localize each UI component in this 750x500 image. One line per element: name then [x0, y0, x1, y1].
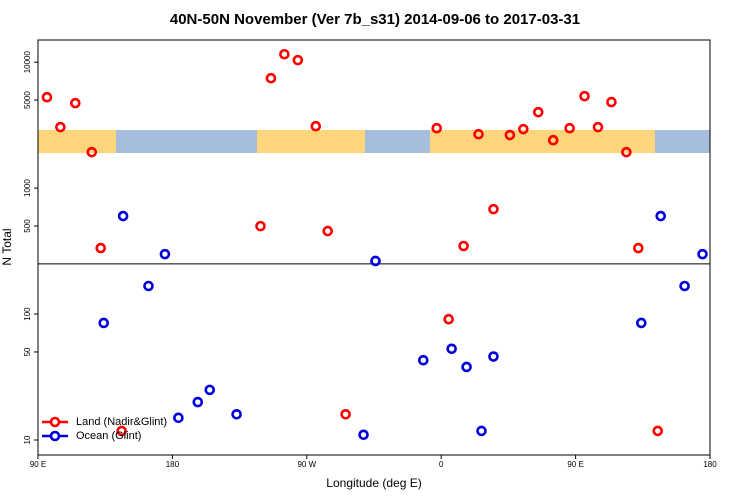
point — [697, 248, 708, 260]
point — [322, 225, 334, 237]
point — [255, 220, 266, 232]
plot-frame — [37, 39, 711, 456]
point — [95, 242, 107, 254]
point — [310, 120, 322, 132]
point — [547, 134, 559, 146]
point — [204, 384, 216, 396]
point — [473, 128, 484, 140]
x-tick-label: 90 W — [297, 460, 316, 469]
point — [431, 122, 443, 134]
x-tick-label: 90 E — [30, 460, 46, 469]
legend-marker — [49, 416, 61, 428]
y-tick-label: 10 — [23, 435, 32, 444]
point — [279, 48, 290, 60]
point — [292, 54, 304, 66]
point — [488, 203, 499, 215]
point — [55, 121, 66, 133]
point — [488, 351, 499, 362]
point — [606, 96, 617, 108]
point — [458, 240, 469, 252]
chart-title: 40N-50N November (Ver 7b_s31) 2014-09-06… — [170, 11, 580, 28]
x-axis-label: Longitude (deg E) — [326, 476, 421, 490]
point — [461, 361, 472, 373]
point — [652, 425, 664, 437]
y-tick-label: 100 — [23, 307, 32, 321]
y-axis-label: N Total — [0, 228, 14, 265]
point — [41, 91, 53, 103]
point — [159, 248, 171, 260]
point — [518, 123, 529, 135]
point — [417, 354, 429, 366]
point — [117, 210, 129, 222]
point — [143, 280, 154, 292]
point — [621, 146, 632, 158]
legend-marker — [49, 430, 61, 442]
point — [532, 106, 544, 118]
point — [116, 425, 127, 437]
y-tick-label: 1000 — [23, 179, 32, 197]
point — [231, 408, 242, 420]
point — [340, 408, 351, 420]
point — [679, 280, 690, 292]
point — [476, 425, 487, 437]
y-tick-label: 5000 — [23, 91, 32, 109]
point — [564, 122, 575, 134]
point — [265, 72, 277, 84]
point — [655, 210, 667, 222]
point — [579, 90, 590, 102]
point — [504, 129, 516, 141]
legend-label: Ocean (Glint) — [76, 430, 141, 442]
point — [443, 313, 454, 325]
x-tick-label: 0 — [439, 460, 444, 469]
map-strip — [38, 130, 710, 153]
point — [173, 412, 184, 424]
point — [446, 343, 457, 355]
point — [370, 255, 381, 267]
x-tick-label: 90 E — [567, 460, 583, 469]
y-tick-label: 50 — [23, 347, 32, 356]
y-tick-label: 500 — [23, 219, 32, 233]
y-tick-label: 10000 — [23, 51, 32, 74]
point — [98, 317, 110, 329]
x-tick-label: 180 — [703, 460, 717, 469]
point — [86, 146, 98, 158]
point — [633, 242, 644, 254]
point — [592, 121, 604, 133]
x-tick-label: 180 — [166, 460, 180, 469]
point — [70, 97, 81, 109]
point — [358, 429, 369, 441]
point — [192, 396, 204, 408]
legend-label: Land (Nadir&Glint) — [76, 416, 167, 428]
point — [636, 317, 647, 329]
